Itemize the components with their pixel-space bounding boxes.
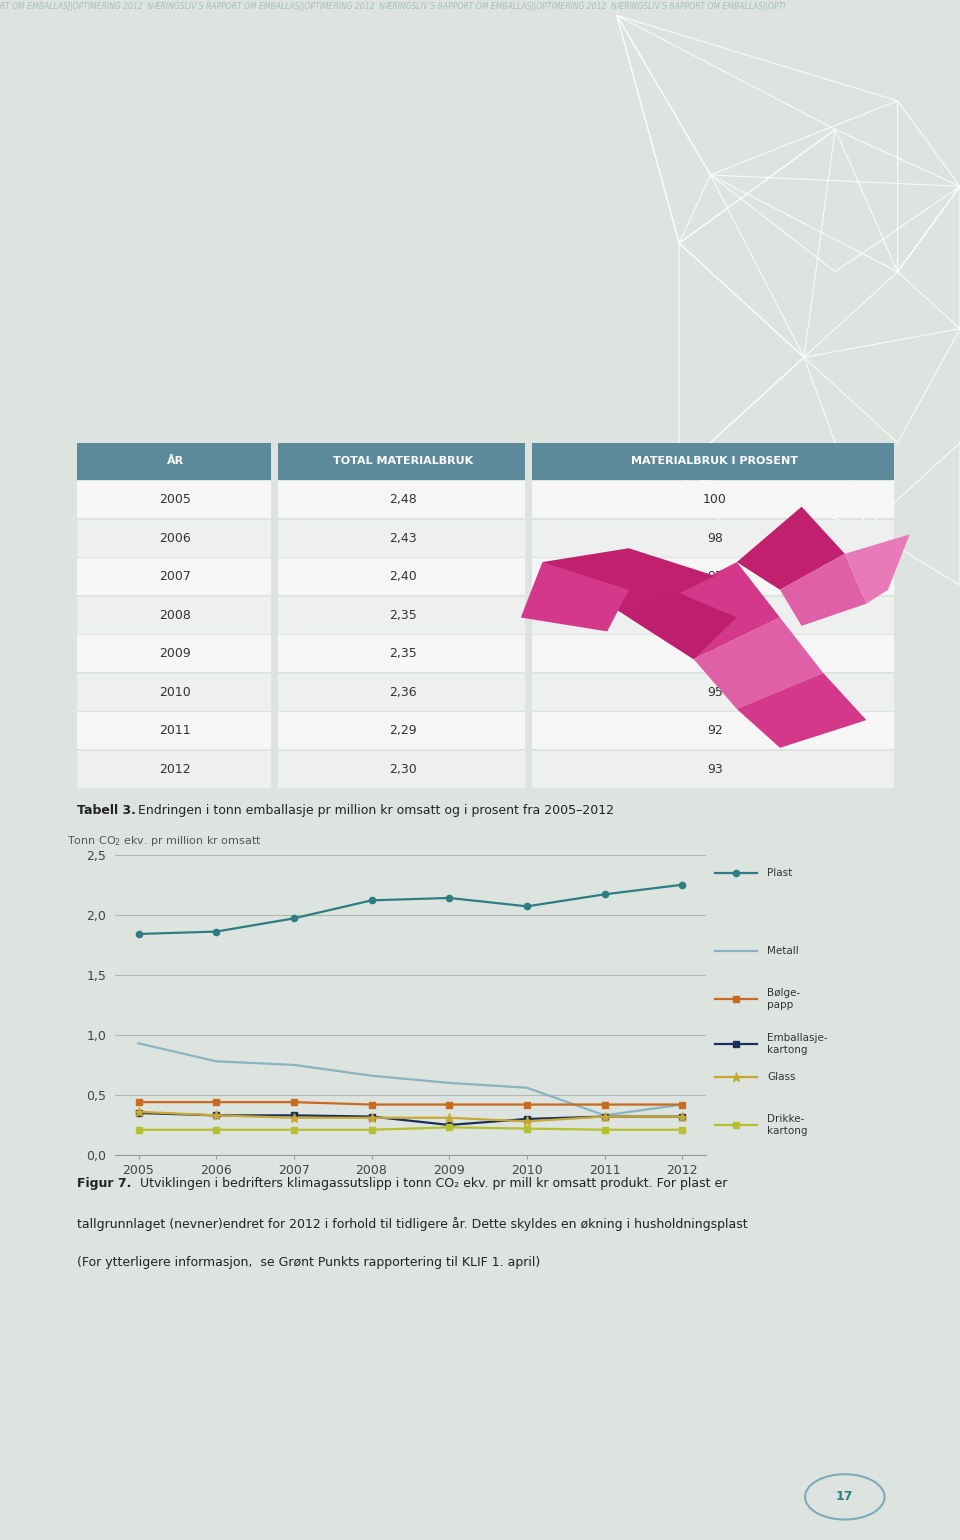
Text: Emballasje-
kartong: Emballasje- kartong (767, 1033, 828, 1055)
Text: Metall: Metall (767, 946, 799, 956)
FancyBboxPatch shape (77, 634, 271, 673)
Text: 97: 97 (707, 570, 723, 584)
FancyBboxPatch shape (77, 596, 271, 634)
Text: 2,29: 2,29 (389, 724, 417, 738)
Text: 95: 95 (707, 608, 723, 622)
FancyBboxPatch shape (533, 480, 895, 519)
Polygon shape (693, 618, 823, 708)
FancyBboxPatch shape (277, 711, 525, 750)
Text: ÅR: ÅR (167, 456, 184, 467)
Text: 2006: 2006 (159, 531, 191, 545)
FancyBboxPatch shape (533, 596, 895, 634)
FancyBboxPatch shape (533, 557, 895, 596)
Text: 17: 17 (836, 1491, 853, 1503)
FancyBboxPatch shape (277, 519, 525, 557)
Text: 2011: 2011 (159, 724, 191, 738)
Text: MATERIALBRUK I PROSENT: MATERIALBRUK I PROSENT (632, 456, 799, 467)
Text: 92: 92 (708, 724, 723, 738)
Text: Utviklingen i bedrifters klimagassutslipp i tonn CO₂ ekv. pr mill kr omsatt prod: Utviklingen i bedrifters klimagassutslip… (136, 1178, 728, 1190)
FancyBboxPatch shape (77, 750, 271, 788)
Text: 98: 98 (707, 531, 723, 545)
Text: Tabell 3.: Tabell 3. (77, 804, 135, 816)
FancyBboxPatch shape (533, 634, 895, 673)
Polygon shape (737, 507, 845, 590)
Text: Glass: Glass (767, 1072, 796, 1083)
Text: 2,40: 2,40 (389, 570, 417, 584)
Polygon shape (780, 554, 866, 625)
Text: Bølge-
papp: Bølge- papp (767, 989, 801, 1010)
FancyBboxPatch shape (277, 596, 525, 634)
FancyBboxPatch shape (77, 519, 271, 557)
FancyBboxPatch shape (77, 557, 271, 596)
Text: 2,35: 2,35 (389, 647, 417, 661)
FancyBboxPatch shape (277, 557, 525, 596)
FancyBboxPatch shape (277, 750, 525, 788)
Text: 2,30: 2,30 (389, 762, 417, 776)
Text: 95: 95 (707, 647, 723, 661)
Text: TOTAL MATERIALBRUK: TOTAL MATERIALBRUK (333, 456, 473, 467)
Text: 2012: 2012 (159, 762, 191, 776)
Text: 2009: 2009 (159, 647, 191, 661)
Text: 2,48: 2,48 (389, 493, 417, 507)
Text: 93: 93 (708, 762, 723, 776)
FancyBboxPatch shape (77, 711, 271, 750)
Text: 2,43: 2,43 (389, 531, 417, 545)
FancyBboxPatch shape (77, 673, 271, 711)
Text: 2008: 2008 (159, 608, 191, 622)
Text: tallgrunnlaget (nevner)endret for 2012 i forhold til tidligere år. Dette skyldes: tallgrunnlaget (nevner)endret for 2012 i… (77, 1217, 748, 1230)
Text: Drikke-
kartong: Drikke- kartong (767, 1113, 807, 1137)
FancyBboxPatch shape (277, 442, 525, 480)
FancyBboxPatch shape (533, 519, 895, 557)
FancyBboxPatch shape (533, 673, 895, 711)
Text: 2007: 2007 (159, 570, 191, 584)
Polygon shape (629, 590, 737, 659)
Text: RT OM EMBALLASJ|OPTIMERING 2012  NÆRINGSLIV’S RAPPORT OM EMBALLASJ|OPTIMERING 20: RT OM EMBALLASJ|OPTIMERING 2012 NÆRINGSL… (0, 2, 785, 11)
FancyBboxPatch shape (533, 442, 895, 480)
Polygon shape (629, 562, 780, 659)
Text: (For ytterligere informasjon,  se Grønt Punkts rapportering til KLIF 1. april): (For ytterligere informasjon, se Grønt P… (77, 1257, 540, 1269)
Text: Endringen i tonn emballasje pr million kr omsatt og i prosent fra 2005–2012: Endringen i tonn emballasje pr million k… (138, 804, 614, 816)
Text: 100: 100 (703, 493, 727, 507)
FancyBboxPatch shape (77, 442, 271, 480)
Text: 2005: 2005 (159, 493, 191, 507)
Polygon shape (542, 548, 715, 618)
FancyBboxPatch shape (277, 480, 525, 519)
Text: Tonn CO$_2$ ekv. pr million kr omsatt: Tonn CO$_2$ ekv. pr million kr omsatt (67, 833, 262, 847)
FancyBboxPatch shape (77, 480, 271, 519)
FancyBboxPatch shape (277, 634, 525, 673)
Text: 2,35: 2,35 (389, 608, 417, 622)
Text: 95: 95 (707, 685, 723, 699)
Text: Figur 7.: Figur 7. (77, 1178, 132, 1190)
Polygon shape (845, 534, 909, 604)
Polygon shape (737, 673, 866, 748)
Text: 2,36: 2,36 (389, 685, 417, 699)
FancyBboxPatch shape (533, 711, 895, 750)
FancyBboxPatch shape (277, 673, 525, 711)
FancyBboxPatch shape (533, 750, 895, 788)
Polygon shape (521, 562, 629, 631)
Text: Plast: Plast (767, 867, 792, 878)
Text: 2010: 2010 (159, 685, 191, 699)
